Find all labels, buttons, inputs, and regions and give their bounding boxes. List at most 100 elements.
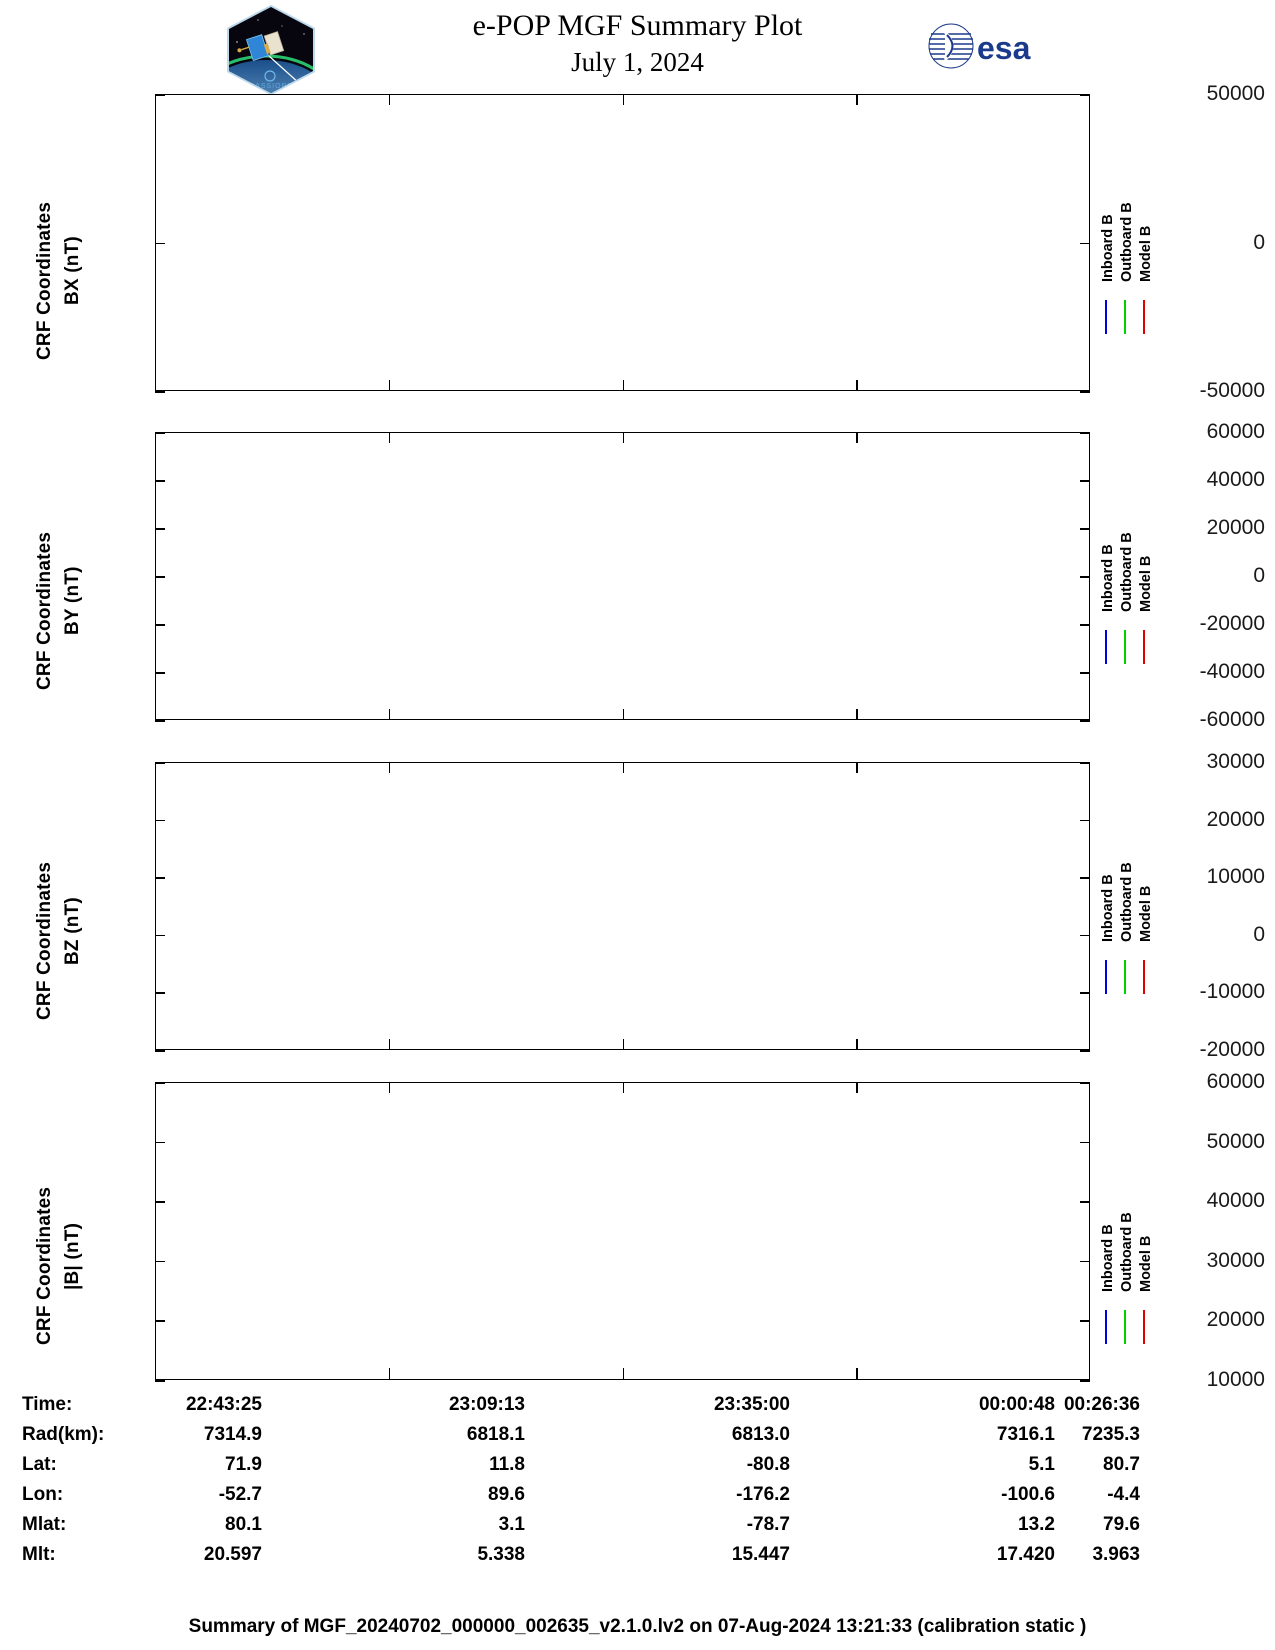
y-tick-mark: [155, 576, 165, 578]
x-tick-mark-bottom: [388, 709, 391, 720]
legend-by: Inboard B Outboard B Model B: [1100, 490, 1180, 664]
legend-swatch-inboard-b: [1105, 300, 1108, 334]
y-tick-mark-right: [1080, 762, 1090, 764]
x-tick-mark-top: [622, 432, 624, 443]
y-tick-mark-right: [1080, 934, 1090, 937]
table-cell: 80.1: [225, 1514, 262, 1535]
legend-swatch-inboard-b: [1105, 1310, 1108, 1344]
y-tick-label: -20000: [1199, 1038, 1265, 1061]
table-cell: 3.1: [498, 1514, 525, 1535]
axes-frame-bz: [155, 762, 1090, 1050]
legend-label-model-b: Model B: [1138, 1235, 1154, 1292]
axis-title-bz-line2: BZ (nT): [62, 897, 83, 965]
y-tick-mark-right: [1080, 672, 1090, 674]
legend-swatch-model-b: [1143, 960, 1146, 994]
y-tick-mark: [155, 242, 165, 245]
y-tick-label: 20000: [1206, 1308, 1265, 1332]
panel-bx: [155, 94, 1090, 391]
y-tick-mark: [155, 1320, 165, 1322]
table-cell: 6818.1: [466, 1424, 525, 1445]
title-line-2: July 1, 2024: [571, 47, 704, 77]
y-tick-mark: [155, 1201, 165, 1203]
x-tick-mark-top: [388, 432, 391, 443]
table-cell: 11.8: [489, 1454, 525, 1475]
y-tick-label: -40000: [1199, 660, 1265, 683]
y-tick-mark-right: [1080, 432, 1090, 434]
table-cell: 22:43:25: [185, 1394, 262, 1415]
y-tick-mark-right: [1080, 480, 1090, 482]
table-row: Mlat: 80.1 3.1 -78.7 13.2 79.6: [0, 1514, 1275, 1544]
legend-bx: Inboard B Outboard B Model B: [1100, 160, 1180, 334]
table-row-label: Time:: [22, 1394, 73, 1415]
x-tick-mark-bottom: [622, 1039, 624, 1050]
table-cell: 7235.3: [1081, 1424, 1140, 1445]
y-tick-mark: [155, 94, 165, 96]
table-cell: 00:26:36: [1063, 1394, 1140, 1415]
axis-title-bx-line2: BX (nT): [62, 236, 83, 305]
table-cell: 6813.0: [731, 1424, 790, 1445]
table-cell: -176.2: [736, 1484, 790, 1505]
table-cell: 20.597: [203, 1544, 262, 1565]
table-cell: 89.6: [488, 1484, 525, 1505]
table-cell: -78.7: [746, 1514, 790, 1535]
table-row-label: Rad(km):: [22, 1424, 105, 1445]
x-tick-mark-bottom: [388, 380, 391, 391]
legend-label-inboard-b: Inboard B: [1100, 1224, 1116, 1292]
x-tick-mark-bottom: [856, 1039, 858, 1050]
y-tick-label: -50000: [1199, 379, 1265, 402]
legend-label-outboard-b: Outboard B: [1119, 862, 1135, 942]
table-cell: -4.4: [1107, 1484, 1140, 1505]
y-axis-bmag: 60000 50000 40000 30000 20000 10000: [0, 1070, 1275, 1391]
y-tick-mark: [155, 1260, 165, 1263]
y-tick-mark-right: [1080, 720, 1090, 722]
title-line-1: e-POP MGF Summary Plot: [472, 9, 803, 42]
y-tick-label: 10000: [1206, 865, 1265, 889]
legend-bmag: Inboard B Outboard B Model B: [1100, 1170, 1180, 1344]
legend-swatch-model-b: [1143, 300, 1146, 334]
y-tick-mark: [155, 992, 165, 994]
x-tick-mark-bottom: [856, 709, 858, 720]
y-tick-mark: [155, 762, 165, 764]
table-cell: 79.6: [1103, 1514, 1140, 1535]
esa-logo-text: esa: [977, 30, 1031, 66]
table-row: Lon: -52.7 89.6 -176.2 -100.6 -4.4: [0, 1484, 1275, 1514]
x-tick-mark-bottom: [856, 380, 858, 391]
axes-frame-bx: [155, 94, 1090, 391]
panel-bz: [155, 762, 1090, 1050]
legend-swatch-outboard-b: [1124, 960, 1127, 994]
legend-label-inboard-b: Inboard B: [1100, 544, 1116, 612]
table-cell: 7314.9: [203, 1424, 262, 1445]
table-cell: -80.8: [746, 1454, 790, 1475]
legend-swatch-outboard-b: [1124, 630, 1127, 664]
table-row-label: Mlt:: [22, 1544, 56, 1565]
table-cell: 7316.1: [996, 1424, 1055, 1445]
y-tick-mark-right: [1080, 877, 1090, 879]
table-row-label: Mlat:: [22, 1514, 67, 1535]
table-row: Time: 22:43:25 23:09:13 23:35:00 00:00:48 00:…: [0, 1394, 1275, 1424]
y-tick-mark-right: [1080, 1082, 1090, 1084]
x-tick-mark-bottom: [388, 1369, 391, 1380]
legend-label-model-b: Model B: [1138, 555, 1154, 612]
table-cell: -100.6: [1001, 1484, 1055, 1505]
page-title: e-POP MGF Summary Plot July 1, 2024: [0, 8, 1275, 80]
y-tick-mark: [155, 1050, 165, 1052]
legend-swatch-inboard-b: [1105, 630, 1108, 664]
y-tick-mark: [155, 934, 165, 937]
table-row-label: Lat:: [22, 1454, 57, 1475]
y-tick-label: 30000: [1206, 750, 1265, 773]
y-tick-mark: [155, 720, 165, 722]
y-axis-by: 60000 40000 20000 0 -20000 -40000 -60000: [0, 420, 1275, 731]
x-tick-mark-top: [622, 762, 624, 773]
y-axis-bx: 50000 0 -50000: [0, 82, 1275, 402]
x-tick-mark-top: [388, 1082, 391, 1093]
table-cell: 5.338: [477, 1544, 525, 1565]
y-tick-mark-right: [1080, 576, 1090, 578]
legend-label-model-b: Model B: [1138, 885, 1154, 942]
y-tick-mark-right: [1080, 1380, 1090, 1382]
x-tick-mark-top: [856, 432, 858, 443]
y-tick-mark-right: [1080, 819, 1090, 822]
y-tick-mark-right: [1080, 94, 1090, 96]
legend-label-model-b: Model B: [1138, 225, 1154, 282]
x-tick-mark-bottom: [622, 709, 624, 720]
x-tick-mark-top: [388, 94, 391, 105]
